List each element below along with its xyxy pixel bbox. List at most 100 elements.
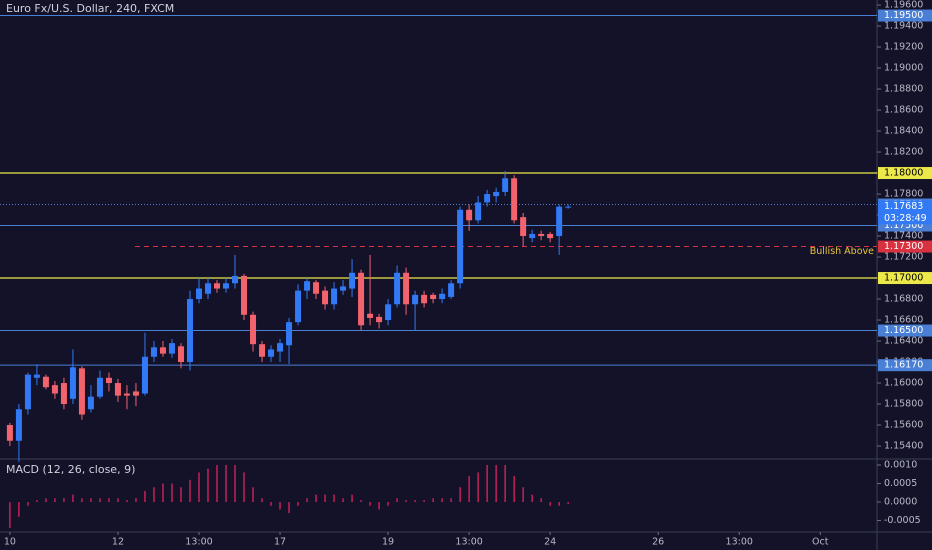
- y-tick-label: 1.19600: [884, 0, 923, 11]
- candle-body: [304, 281, 311, 291]
- candle-body: [204, 283, 211, 294]
- y-tick-label: 1.19200: [884, 42, 923, 53]
- candle-body: [87, 396, 94, 410]
- level-tag: [878, 9, 932, 22]
- candle-body: [132, 391, 139, 396]
- candle-body: [565, 206, 572, 208]
- level-tag-label: 1.16500: [884, 325, 923, 336]
- candle-body: [150, 347, 157, 357]
- candle-body: [358, 272, 365, 326]
- x-tick-label: 17: [274, 537, 286, 548]
- y-tick-label: -0.0005: [884, 515, 921, 526]
- candle-body: [286, 322, 293, 346]
- y-tick-label: 1.16800: [884, 294, 923, 305]
- level-tag-label: 1.19500: [884, 10, 923, 21]
- candle-body: [529, 233, 536, 239]
- candle-body: [69, 367, 76, 399]
- x-tick-label: Oct: [812, 537, 829, 548]
- candle-body: [123, 393, 130, 396]
- y-tick-label: 1.17800: [884, 189, 923, 200]
- candle-body: [448, 283, 455, 297]
- candle-body: [60, 383, 67, 405]
- candle-body: [349, 272, 356, 289]
- y-tick-label: 0.0010: [884, 459, 917, 470]
- y-tick-label: 1.18800: [884, 84, 923, 95]
- candle-body: [78, 368, 85, 415]
- candle-body: [15, 409, 22, 441]
- level-tag-label: 1.17500: [884, 220, 923, 231]
- candle-body: [186, 299, 193, 363]
- candle-body: [511, 178, 518, 221]
- candle-body: [24, 374, 31, 410]
- x-tick-label: 13:00: [455, 537, 482, 548]
- candle-body: [385, 304, 392, 321]
- price-marker: [878, 200, 932, 225]
- x-tick-label: 19: [382, 537, 394, 548]
- price-marker-label: 1.17683: [884, 201, 923, 212]
- candle-body: [520, 217, 527, 237]
- y-tick-label: 1.18400: [884, 126, 923, 137]
- candle-body: [177, 346, 184, 363]
- candle-body: [223, 283, 230, 289]
- y-tick-label: 1.18600: [884, 105, 923, 116]
- candle-body: [33, 374, 40, 378]
- level-tag-label: 1.17300: [884, 241, 923, 252]
- level-tag: [878, 359, 932, 372]
- candle-body: [439, 293, 446, 300]
- candle-body: [403, 272, 410, 305]
- candle-body: [268, 349, 275, 357]
- candle-body: [412, 294, 419, 305]
- candle-body: [493, 191, 500, 197]
- candle-body: [367, 313, 374, 318]
- candle-body: [277, 343, 284, 352]
- y-tick-label: 1.16600: [884, 315, 923, 326]
- candle-body: [213, 283, 220, 289]
- candle-body: [6, 425, 13, 441]
- y-tick-label: 1.16000: [884, 378, 923, 389]
- level-tag-label: 1.18000: [884, 168, 923, 179]
- level-tag: [878, 240, 932, 253]
- level-tag: [878, 167, 932, 180]
- candle-body: [313, 282, 320, 294]
- level-tag: [878, 272, 932, 285]
- y-tick-label: 1.16400: [884, 336, 923, 347]
- candle-body: [502, 178, 509, 192]
- level-tag: [878, 324, 932, 337]
- candle-body: [322, 290, 329, 305]
- y-tick-label: 1.15600: [884, 420, 923, 431]
- candle-body: [168, 343, 175, 354]
- candle-body: [241, 275, 248, 315]
- candle-body: [105, 377, 112, 384]
- candle-body: [42, 376, 49, 388]
- candle-body: [141, 356, 148, 394]
- candle-body: [376, 316, 383, 323]
- level-annotation: Bullish Above: [810, 246, 874, 257]
- y-tick-label: 1.17200: [884, 252, 923, 263]
- x-tick-label: 26: [652, 537, 664, 548]
- candle-body: [394, 272, 401, 305]
- candle-body: [114, 383, 121, 396]
- candle-body: [538, 233, 545, 237]
- countdown-label: 03:28:49: [884, 213, 927, 224]
- candle-body: [547, 233, 554, 239]
- candle-body: [250, 314, 257, 345]
- x-tick-label: 10: [4, 537, 16, 548]
- y-tick-label: 1.19400: [884, 21, 923, 32]
- candle-body: [466, 209, 473, 221]
- x-tick-label: 24: [544, 537, 556, 548]
- candle-body: [96, 377, 103, 397]
- candle-body: [475, 202, 482, 221]
- y-tick-label: 1.19000: [884, 63, 923, 74]
- y-tick-label: 1.15800: [884, 399, 923, 410]
- x-tick-label: 12: [112, 537, 124, 548]
- y-tick-label: 1.18200: [884, 147, 923, 158]
- candle-body: [331, 288, 338, 305]
- y-tick-label: 1.15400: [884, 441, 923, 452]
- y-tick-label: 0.0005: [884, 478, 917, 489]
- candle-body: [259, 344, 266, 357]
- candle-body: [295, 290, 302, 323]
- chart-title: Euro Fx/U.S. Dollar, 240, FXCM: [6, 2, 174, 15]
- candle-body: [556, 206, 563, 237]
- x-tick-label: 13:00: [185, 537, 212, 548]
